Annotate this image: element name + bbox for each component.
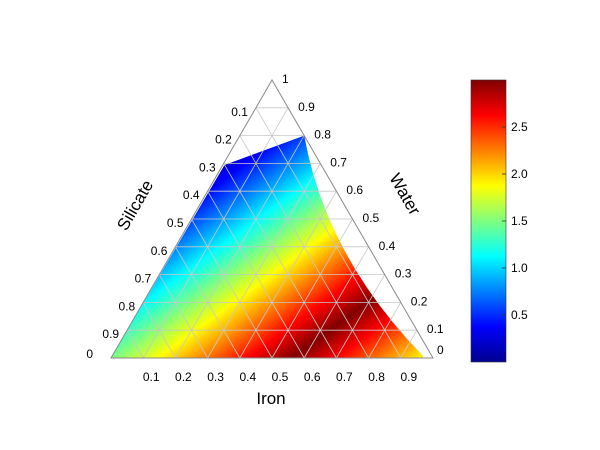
iron-tick-label: 0.4	[239, 370, 256, 384]
silicate-tick-label: 0	[86, 347, 93, 361]
silicate-tick-label: 0.2	[215, 133, 232, 147]
colorbar-tick-label: 1.0	[511, 261, 528, 275]
water-tick-label: 0.7	[330, 155, 347, 169]
grid-line-falling	[175, 246, 241, 359]
grid-line-rising	[271, 218, 353, 359]
water-tick-label: 0.9	[298, 100, 315, 114]
silicate-tick-label: 0.7	[135, 272, 152, 286]
iron-tick-label: 0.3	[207, 370, 224, 384]
grid-line-falling	[223, 163, 337, 359]
colorbar-tick-label: 0.5	[511, 308, 528, 322]
grid-line-rising	[142, 107, 289, 359]
grid-line-rising	[207, 163, 321, 359]
bottom-axis-ticks: 0.1 0.2 0.3 0.4 0.5 0.6 0.7 0.8 0.9	[143, 370, 418, 384]
right-axis-ticks: 1 0.9 0.8 0.7 0.60.5 0.4 0.3 0.2 0.1 0	[282, 72, 444, 357]
grid-line-rising	[336, 274, 386, 359]
water-tick-label: 0.4	[379, 239, 396, 253]
iron-tick-label: 0.7	[336, 370, 353, 384]
grid-lines	[126, 107, 418, 359]
water-axis-title: Water	[385, 170, 424, 219]
iron-tick-label: 0.8	[368, 370, 385, 384]
water-tick-label: 0.1	[427, 322, 444, 336]
colorbar-tick-label: 2.0	[511, 167, 528, 181]
iron-tick-label: 0.9	[400, 370, 417, 384]
water-tick-label: 1	[282, 72, 289, 86]
silicate-tick-label: 0.4	[183, 188, 200, 202]
iron-tick-label: 0.2	[175, 370, 192, 384]
colorbar-tick-label: 1.5	[511, 214, 528, 228]
colorbar-ticks: 0.5 1.0 1.5 2.0 2.5	[502, 120, 528, 322]
triangle-outline	[110, 79, 434, 359]
grid-line-rising	[400, 329, 418, 359]
grid-line-falling	[191, 218, 273, 359]
iron-tick-label: 0.5	[272, 370, 289, 384]
water-tick-label: 0	[437, 343, 444, 357]
silicate-tick-label: 0.6	[151, 244, 168, 258]
water-tick-label: 0.2	[411, 294, 428, 308]
heatmap-region	[111, 135, 423, 358]
grid-line-rising	[303, 246, 369, 359]
water-tick-label: 0.5	[363, 211, 380, 225]
colorbar-gradient	[470, 79, 507, 363]
silicate-tick-label: 0.3	[199, 160, 216, 174]
grid-line-falling	[158, 274, 208, 359]
silicate-tick-label: 0.1	[231, 105, 248, 119]
silicate-tick-label: 0.5	[167, 216, 184, 230]
heatmap-fill	[111, 135, 423, 358]
colorbar: 0.5 1.0 1.5 2.0 2.5	[470, 79, 528, 363]
grid-line-falling	[255, 107, 402, 359]
grid-line-rising	[368, 302, 402, 359]
iron-axis-title: Iron	[256, 389, 285, 408]
water-tick-label: 0.6	[346, 183, 363, 197]
silicate-tick-label: 0.8	[119, 299, 136, 313]
silicate-axis-title: Silicate	[113, 177, 157, 234]
left-axis-ticks: 0 0.90.8 0.7 0.6 0.5 0.4 0.3 0.2 0.1	[86, 105, 248, 361]
iron-tick-label: 0.6	[304, 370, 321, 384]
silicate-tick-label: 0.9	[102, 327, 119, 341]
grid-line-falling	[142, 302, 176, 359]
colorbar-tick-label: 2.5	[511, 120, 528, 134]
grid-line-falling	[126, 329, 144, 359]
iron-tick-label: 0.1	[143, 370, 160, 384]
water-tick-label: 0.8	[314, 128, 331, 142]
water-tick-label: 0.3	[395, 267, 412, 281]
